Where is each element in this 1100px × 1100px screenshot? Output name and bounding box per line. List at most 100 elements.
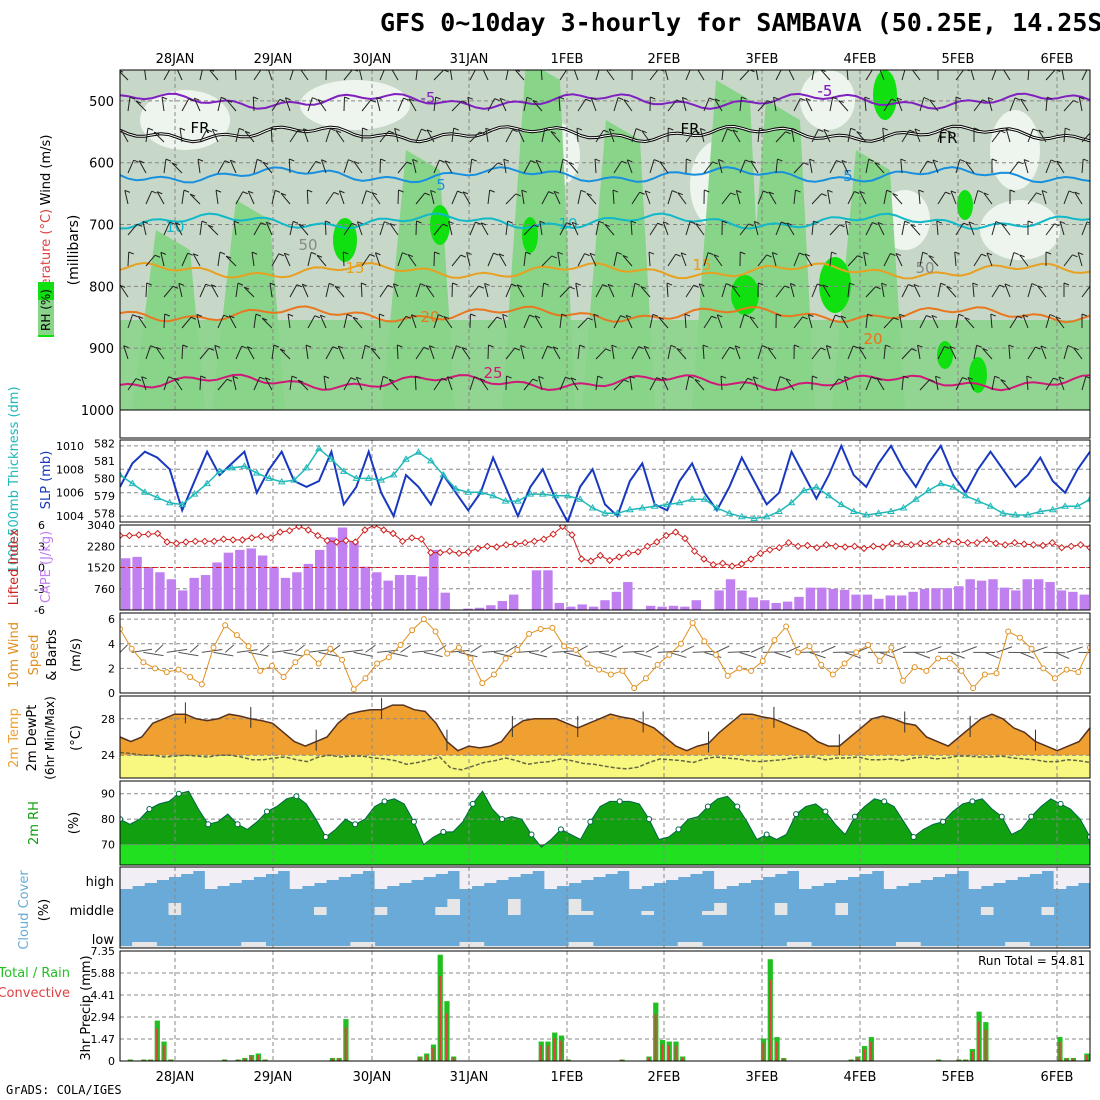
wind-barb-flag [481,70,482,71]
wind-barb-flag [689,221,696,225]
surface-wind-barb [435,644,447,653]
wind10-point [584,660,591,667]
wind-barb-flag [384,221,390,225]
surface-wind-barb [739,651,757,659]
cloud-high-gap [980,867,994,886]
thickness-point [638,504,647,511]
wind-barb [595,284,604,298]
wind-barb [703,252,709,267]
lifted-index-point [540,535,548,543]
wind10-tick-label: 2 [108,662,115,675]
lifted-tick-label: 3 [38,540,45,553]
wind-barb-flag [914,128,921,132]
wind-barb [1055,316,1065,329]
wind-barb [120,71,129,81]
wind-barb [1037,285,1047,298]
lifted-index-point [144,530,153,538]
wind-barb-flag [727,128,733,132]
wind-barb-flag [312,97,318,101]
wind-barb [757,100,768,112]
wind10-point [175,666,182,673]
precip-convective-bar [775,1041,778,1061]
wind10-point [187,674,194,680]
wind-barb [595,129,605,143]
wind-barb [882,128,885,143]
wind-barb [717,159,723,174]
wind-barb [487,190,491,205]
wind-barb-flag [398,189,404,193]
wind-barb-flag [1001,223,1007,227]
precip-convective-bar [647,1057,650,1061]
wind-barb [1061,70,1065,81]
lifted-index-point [1076,541,1085,549]
surface-wind-barb [306,649,328,653]
wind-barb-flag [294,67,299,69]
wind-barb-flag [586,192,593,196]
cape-bar [851,594,861,610]
wind10-point [467,655,474,662]
rh2m-point [998,813,1005,820]
wind-barb [145,282,148,298]
thickness-point [190,490,199,497]
thickness-point [538,490,547,497]
wind10-point [759,658,766,664]
wind10-point [806,643,813,650]
cloud-low-gap [1041,946,1055,948]
precip-legend-total: Total / Rain [0,966,70,981]
wind-barb-flag [403,97,409,101]
contour-label: 25 [483,364,502,382]
wind-barb [991,130,1001,143]
thickness-point [899,504,908,511]
wind-barb [955,222,964,236]
wind-barb-flag [928,255,934,259]
thickness-point [240,462,249,469]
wind-barb-flag [1065,127,1071,131]
precip-tick-label: 2.94 [91,1011,116,1024]
lifted-index-point [756,549,765,558]
cloud-high-gap [301,867,315,886]
wind-barb [847,283,850,298]
cloud-high-gap [908,867,921,883]
wind-barb-flag [779,376,786,380]
wind-barb-flag [929,99,935,103]
surface-wind-barb [1066,646,1083,653]
wind10-point [1063,666,1070,673]
slp-axis-label: SLP (mb) [39,451,54,510]
cape-bar [463,608,473,610]
wind-barb-flag [990,313,996,317]
wind-barb [876,377,885,391]
wind-barb [199,129,208,143]
lifted-index-point [276,528,284,536]
wind-barb [559,286,571,298]
wind-barb-flag [1056,160,1062,164]
wind-barb [553,191,561,205]
wind10-point [163,669,170,676]
lifted-index-point [1029,541,1038,549]
lifted-index-point [530,537,539,546]
wind-barb [138,160,147,174]
wind-barb-flag [423,346,430,350]
thickness-point [999,509,1007,516]
wind-barb-flag [903,375,909,379]
wind-barb-flag [175,70,176,71]
wind-barb-flag [265,377,271,381]
wind-barb-flag [747,377,753,381]
wind-barb [595,70,600,81]
contour-label: 15 [345,259,364,277]
wind-barb-flag [1005,128,1012,132]
wind10-point [152,665,159,672]
precip-panel [120,951,1090,1061]
wind-barb-flag [589,252,596,256]
wind-barb-flag [292,220,299,224]
wind-barb-flag [605,348,611,352]
wind-barb-flag [868,158,874,162]
thickness-tick-label: 578 [94,507,115,520]
wind-barb-flag [702,344,709,348]
cloud-low-gap [362,942,376,948]
lifted-index-point [1086,543,1090,552]
wind-barb-flag [899,313,905,317]
cloud-high-gap [580,867,594,880]
precip-convective-bar [553,1038,556,1061]
wind-barb-flag [804,253,810,257]
wind-barb-flag [1055,70,1061,73]
